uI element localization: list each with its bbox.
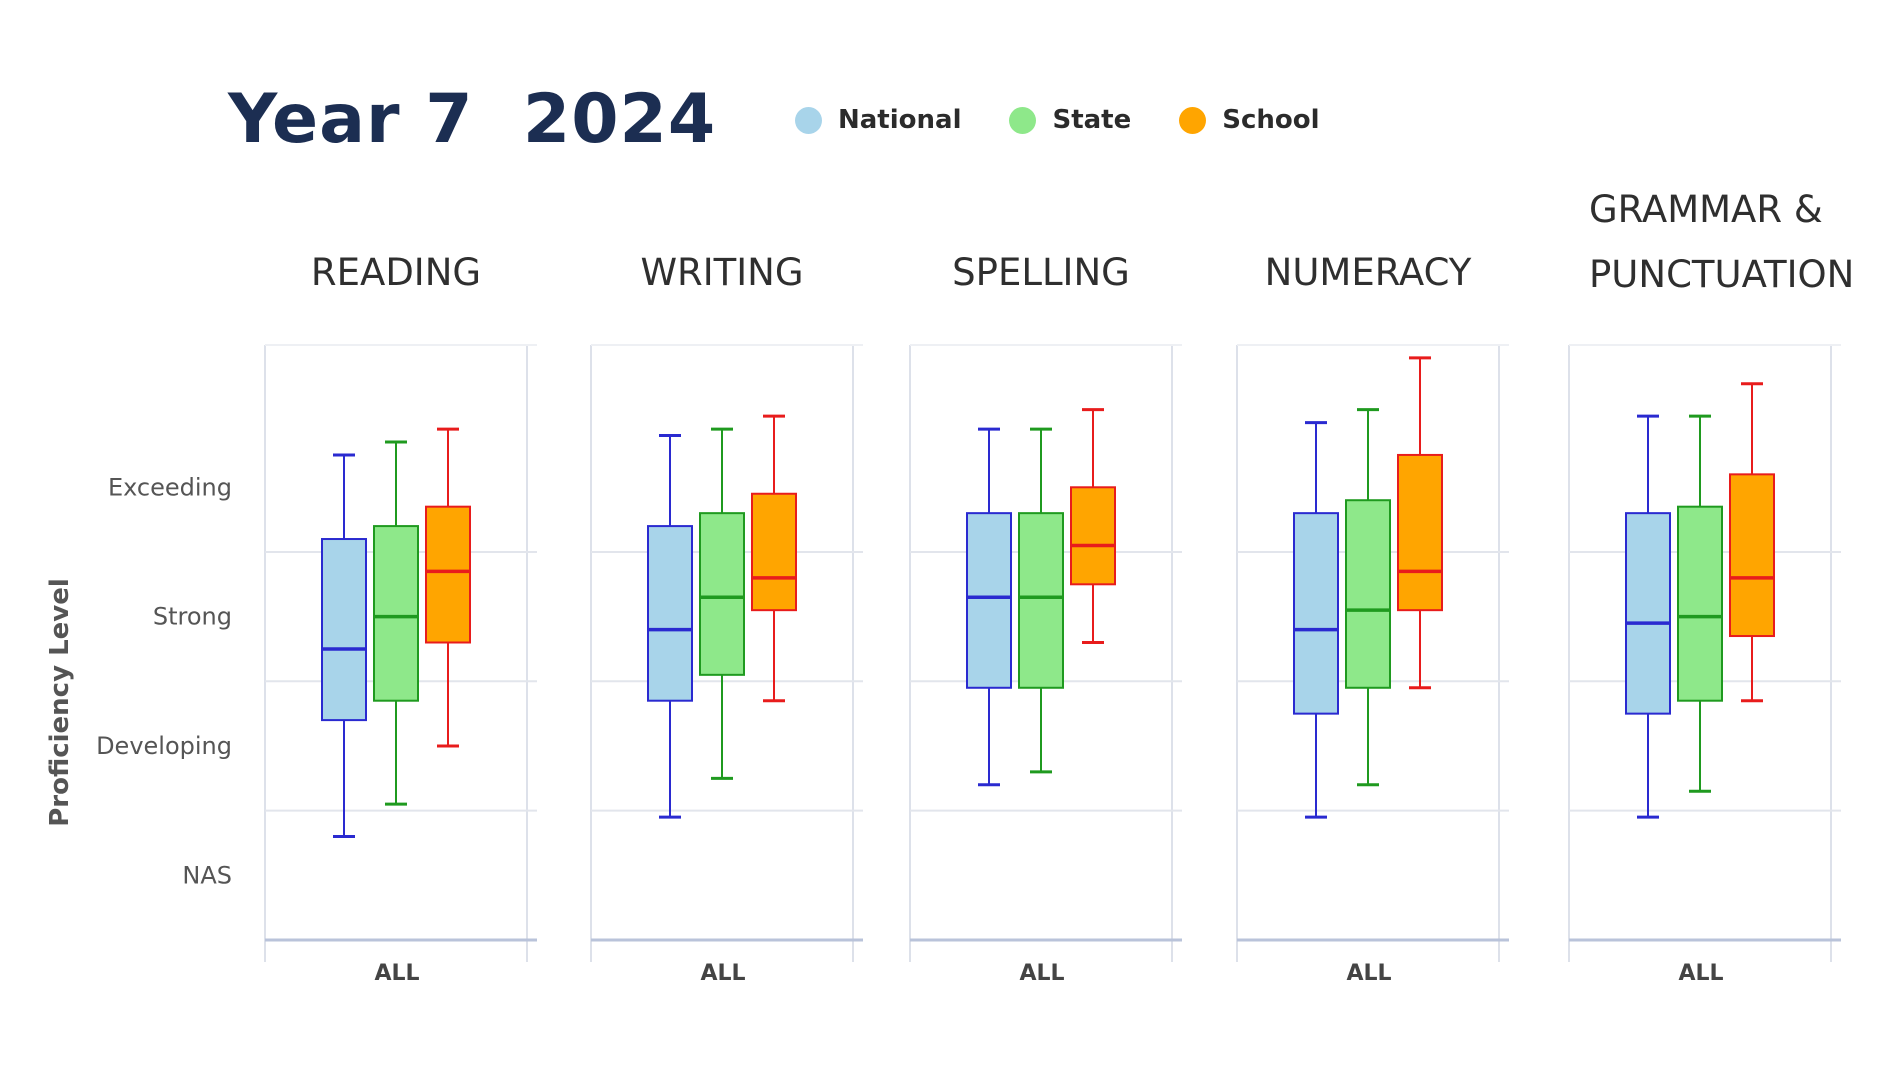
panel-reading: READING ALL	[264, 251, 537, 986]
x-tick-label: ALL	[700, 961, 745, 986]
iqr-box	[1625, 512, 1671, 715]
iqr-box	[373, 525, 419, 702]
panel-title: PUNCTUATION	[1589, 253, 1854, 296]
panel-numeracy: NUMERACY ALL	[1236, 251, 1509, 986]
box-state	[1345, 408, 1391, 787]
box-national	[1293, 421, 1339, 819]
x-tick-label: ALL	[1019, 961, 1064, 986]
iqr-box	[699, 512, 745, 676]
legend-label: National	[838, 105, 962, 135]
y-tick-label: Developing	[96, 732, 232, 760]
box-national	[321, 453, 367, 839]
box-national	[966, 427, 1012, 787]
legend-label: School	[1222, 105, 1320, 135]
box-school	[425, 427, 471, 748]
y-axis-label: Proficiency Level	[45, 578, 75, 827]
legend-label: State	[1052, 105, 1132, 135]
legend-item-national[interactable]: National	[795, 105, 961, 135]
iqr-box	[647, 525, 693, 702]
legend-swatch-school	[1179, 106, 1207, 134]
box-national	[647, 434, 693, 819]
box-school	[1397, 356, 1443, 690]
iqr-box	[425, 505, 471, 644]
box-state	[699, 427, 745, 780]
x-tick-label: ALL	[374, 961, 419, 986]
iqr-box	[1677, 505, 1723, 702]
panel-grammar-punctuation: GRAMMAR & PUNCTUATION ALL	[1568, 188, 1854, 986]
panel-title: WRITING	[640, 251, 803, 294]
iqr-box	[1397, 453, 1443, 612]
iqr-box	[1345, 499, 1391, 689]
box-school	[1729, 382, 1775, 703]
legend-item-state[interactable]: State	[1009, 105, 1131, 135]
iqr-box	[321, 538, 367, 722]
legend-swatch-state	[1009, 106, 1037, 134]
box-state	[1677, 414, 1723, 793]
y-tick-label: NAS	[182, 861, 232, 889]
legend-item-school[interactable]: School	[1179, 105, 1320, 135]
legend-swatch-national	[795, 106, 822, 134]
panel-spelling: SPELLING ALL	[909, 251, 1182, 986]
iqr-box	[751, 492, 797, 612]
box-state	[1018, 427, 1064, 774]
x-tick-label: ALL	[1678, 961, 1723, 986]
y-tick-label: Exceeding	[108, 473, 232, 501]
page-title: Year 7 2024	[228, 80, 717, 159]
iqr-box	[1293, 512, 1339, 715]
box-national	[1625, 414, 1671, 819]
x-tick-label: ALL	[1346, 961, 1391, 986]
box-state	[373, 440, 419, 806]
panel-writing: WRITING ALL	[590, 251, 863, 986]
panel-title: NUMERACY	[1265, 251, 1472, 294]
panel-title: READING	[311, 251, 481, 294]
iqr-box	[966, 512, 1012, 689]
iqr-box	[1070, 486, 1116, 586]
panel-title: GRAMMAR &	[1589, 188, 1823, 231]
box-school	[751, 414, 797, 703]
box-school	[1070, 408, 1116, 644]
legend: National State School	[795, 105, 1368, 135]
iqr-box	[1729, 473, 1775, 638]
panel-title: SPELLING	[952, 251, 1130, 294]
y-tick-label: Strong	[153, 603, 232, 631]
iqr-box	[1018, 512, 1064, 689]
